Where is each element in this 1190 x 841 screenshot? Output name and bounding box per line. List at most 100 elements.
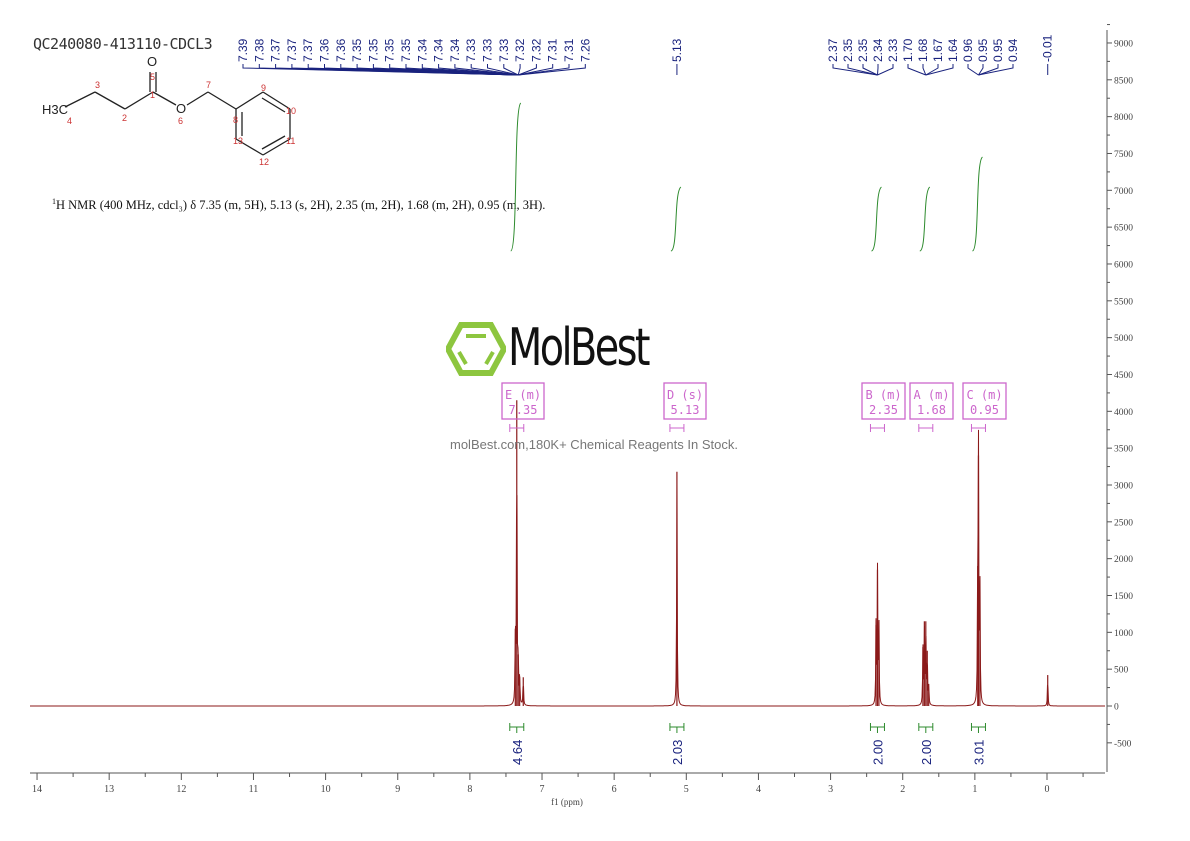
integral-curve (670, 186, 682, 252)
integral-bracket (509, 723, 525, 733)
x-tick-label: 6 (612, 784, 617, 795)
y-tick-label: 500 (1114, 666, 1129, 676)
atom-label: O (147, 54, 157, 69)
atom-number: 2 (122, 113, 127, 123)
peak-label: 0.95 (976, 38, 990, 62)
x-tick-label: 2 (900, 784, 905, 795)
peak-label: 0.96 (961, 38, 975, 62)
atom-number: 12 (259, 157, 269, 167)
peak-label: -0.01 (1041, 34, 1055, 62)
multiplet-shift: 1.68 (917, 403, 946, 417)
atom-number: 4 (67, 116, 72, 126)
multiplet-label: D (s) (667, 388, 703, 402)
peak-label: 1.67 (931, 38, 945, 62)
peak-label-leader (503, 64, 519, 76)
peak-label-leader (925, 64, 954, 76)
peak-label: 7.35 (383, 38, 397, 62)
peak-label: 1.64 (946, 38, 960, 62)
peak-label: 7.38 (252, 38, 266, 62)
y-tick-label: 9000 (1114, 39, 1133, 49)
peak-label: 7.32 (529, 38, 543, 62)
x-tick-label: 3 (828, 784, 833, 795)
x-tick-label: 12 (176, 784, 186, 795)
integral-value: 2.00 (870, 740, 885, 765)
peak-label-leader (876, 64, 879, 76)
multiplet-range (509, 424, 525, 432)
multiplet-box (909, 382, 954, 420)
y-tick-label: 3000 (1114, 481, 1133, 491)
y-tick-label: 2500 (1114, 518, 1133, 528)
peak-label-leader (978, 64, 1014, 76)
peak-label: 7.35 (399, 38, 413, 62)
integral-value: 4.64 (510, 740, 525, 765)
y-tick-label: 3500 (1114, 445, 1133, 455)
integral-bracket (970, 723, 986, 733)
atom-number: 3 (95, 80, 100, 90)
x-tick-label: 4 (756, 784, 761, 795)
integral-curve (971, 156, 983, 252)
peak-label: 7.35 (366, 38, 380, 62)
peak-label-leader (978, 64, 984, 76)
atom-number: 11 (286, 136, 295, 146)
y-tick-label: 4000 (1114, 408, 1133, 418)
peak-label-leader (518, 64, 554, 76)
x-tick-label: 10 (321, 784, 331, 795)
multiplet-range (918, 424, 934, 432)
peak-label: 7.37 (269, 38, 283, 62)
atom-number: 13 (233, 136, 243, 146)
peak-label: 2.34 (871, 38, 885, 62)
peak-label: 7.31 (546, 38, 560, 62)
multiplet-shift: 2.35 (869, 403, 898, 417)
integral-bracket (918, 723, 934, 733)
x-tick-label: 8 (467, 784, 472, 795)
y-tick-label: -500 (1114, 739, 1132, 749)
molbest-logo-icon (446, 322, 506, 376)
peak-label-leader (922, 64, 927, 76)
peak-label: 7.34 (432, 38, 446, 62)
multiplet-box (861, 382, 906, 420)
atom-number: 10 (286, 106, 296, 116)
molecule-structure: O O H3C 1 2 3 4 5 6 7 8 9 10 11 12 13 (42, 54, 296, 167)
multiplet-label: A (m) (913, 388, 949, 402)
x-tick-label: 0 (1045, 784, 1050, 795)
y-tick-label: 1000 (1114, 629, 1133, 639)
y-tick-label: 8500 (1114, 76, 1133, 86)
x-axis-label: f1 (ppm) (551, 797, 583, 807)
atom-number: 5 (150, 72, 155, 82)
multiplet-box (663, 382, 707, 420)
multiplet-box (962, 382, 1007, 420)
peak-label-leader (470, 64, 519, 76)
multiplet-label: B (m) (865, 388, 901, 402)
peak-label: 7.32 (513, 38, 527, 62)
peak-label-leader (877, 64, 894, 76)
peak-label-leader (438, 64, 519, 76)
x-tick-label: 11 (249, 784, 259, 795)
y-tick-label: 1500 (1114, 592, 1133, 602)
peak-label-leader (517, 64, 521, 76)
peak-label: 1.68 (916, 38, 930, 62)
peak-label: 7.34 (448, 38, 462, 62)
peak-label-leader (978, 64, 999, 76)
peak-label-leader (907, 64, 926, 76)
x-tick-label: 14 (32, 784, 42, 795)
atom-number: 9 (261, 83, 266, 93)
peak-label: 7.35 (350, 38, 364, 62)
molbest-logo-text: MolBest (508, 318, 650, 378)
multiplet-shift: 0.95 (970, 403, 999, 417)
peak-label-leader (832, 64, 878, 76)
multiplet-range (970, 424, 986, 432)
sample-title: QC240080-413110-CDCL3 (33, 35, 213, 53)
peak-label: 7.36 (334, 38, 348, 62)
peak-label-leader (847, 64, 878, 76)
peak-label: 1.70 (901, 38, 915, 62)
peak-label: 7.37 (301, 38, 315, 62)
multiplet-range (669, 424, 685, 432)
nmr-summary: 1H NMR (400 MHz, cdcl₃) δ 7.35 (m, 5H), … (52, 197, 545, 213)
peak-label-leader (518, 64, 586, 76)
summary-superscript: 1 (52, 197, 56, 206)
integral-value: 3.01 (971, 740, 986, 765)
atom-number: 7 (206, 80, 211, 90)
multiplet-range (869, 424, 885, 432)
multiplet-box (501, 382, 545, 420)
